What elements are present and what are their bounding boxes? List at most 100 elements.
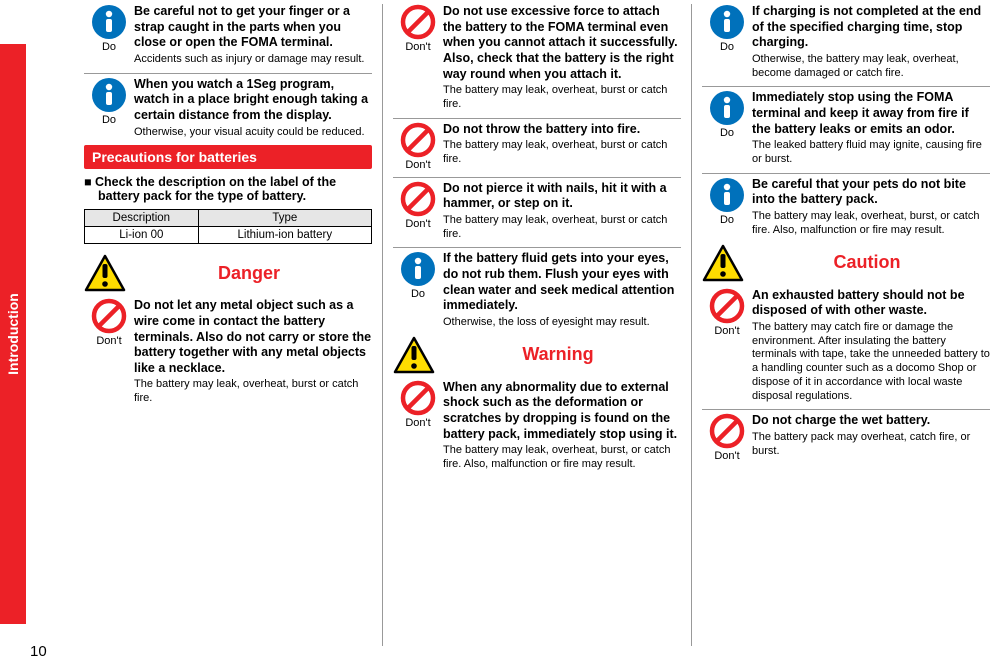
item-description: Otherwise, the battery may leak, overhea… — [752, 53, 990, 81]
item-description: Otherwise, your visual acuity could be r… — [134, 126, 372, 140]
rule — [393, 247, 681, 248]
section-blurb: ■ Check the description on the label of … — [84, 175, 372, 203]
icon-label: Don't — [702, 325, 752, 337]
do-icon: Do — [702, 177, 752, 238]
safety-item: Don'tDo not throw the battery into fire.… — [393, 122, 681, 171]
dont-icon: Don't — [84, 298, 134, 406]
item-heading: Do not let any metal object such as a wi… — [134, 298, 372, 376]
warning-triangle-icon — [393, 336, 435, 374]
icon-label: Do — [702, 127, 752, 139]
do-icon: Do — [393, 251, 443, 329]
alert-heading: Caution — [702, 244, 990, 282]
item-body: If charging is not completed at the end … — [752, 4, 990, 80]
item-heading: Do not charge the wet battery. — [752, 413, 990, 429]
item-body: When you watch a 1Seg program, watch in … — [134, 77, 372, 140]
icon-label: Do — [84, 41, 134, 53]
item-body: Be careful that your pets do not bite in… — [752, 177, 990, 238]
item-body: Immediately stop using the FOMA terminal… — [752, 90, 990, 166]
page-number: 10 — [30, 643, 47, 660]
alert-title: Warning — [435, 344, 681, 365]
item-body: Do not throw the battery into fire.The b… — [443, 122, 681, 171]
dont-icon: Don't — [702, 288, 752, 404]
safety-item: DoIf charging is not completed at the en… — [702, 4, 990, 80]
item-heading: When you watch a 1Seg program, watch in … — [134, 77, 372, 124]
do-icon: Do — [702, 90, 752, 166]
item-body: Do not let any metal object such as a wi… — [134, 298, 372, 406]
safety-item: DoBe careful not to get your finger or a… — [84, 4, 372, 67]
rule — [702, 409, 990, 410]
item-description: The battery may leak, overheat, burst or… — [443, 84, 681, 112]
item-heading: Do not use excessive force to attach the… — [443, 4, 681, 82]
icon-label: Don't — [393, 41, 443, 53]
safety-item: Don'tDo not pierce it with nails, hit it… — [393, 181, 681, 242]
item-heading: Immediately stop using the FOMA terminal… — [752, 90, 990, 137]
icon-label: Don't — [393, 417, 443, 429]
column-1: DoBe careful not to get your finger or a… — [74, 4, 382, 646]
item-description: The leaked battery fluid may ignite, cau… — [752, 139, 990, 167]
dont-icon: Don't — [393, 380, 443, 472]
item-description: The battery may leak, overheat, burst or… — [443, 214, 681, 242]
item-body: If the battery fluid gets into your eyes… — [443, 251, 681, 329]
icon-label: Don't — [393, 218, 443, 230]
safety-item: DoIf the battery fluid gets into your ey… — [393, 251, 681, 329]
item-heading: An exhausted battery should not be dispo… — [752, 288, 990, 319]
table-cell: Li-ion 00 — [85, 227, 199, 244]
safety-item: Don'tAn exhausted battery should not be … — [702, 288, 990, 404]
item-heading: Be careful not to get your finger or a s… — [134, 4, 372, 51]
icon-label: Do — [702, 214, 752, 226]
item-body: Do not use excessive force to attach the… — [443, 4, 681, 112]
item-heading: If the battery fluid gets into your eyes… — [443, 251, 681, 314]
icon-label: Don't — [393, 159, 443, 171]
alert-title: Caution — [744, 252, 990, 273]
warning-triangle-icon — [702, 244, 744, 282]
item-body: When any abnormality due to external sho… — [443, 380, 681, 472]
item-body: Do not pierce it with nails, hit it with… — [443, 181, 681, 242]
dont-icon: Don't — [393, 181, 443, 242]
do-icon: Do — [84, 4, 134, 67]
item-description: The battery pack may overheat, catch fir… — [752, 431, 990, 459]
icon-label: Don't — [84, 335, 134, 347]
item-body: An exhausted battery should not be dispo… — [752, 288, 990, 404]
item-heading: When any abnormality due to external sho… — [443, 380, 681, 443]
dont-icon: Don't — [393, 122, 443, 171]
alert-title: Danger — [126, 263, 372, 284]
item-heading: Do not throw the battery into fire. — [443, 122, 681, 138]
alert-heading: Danger — [84, 254, 372, 292]
item-description: Accidents such as injury or damage may r… — [134, 53, 372, 67]
icon-label: Do — [84, 114, 134, 126]
rule — [702, 173, 990, 174]
safety-item: DoWhen you watch a 1Seg program, watch i… — [84, 77, 372, 140]
dont-icon: Don't — [393, 4, 443, 112]
section-heading: Precautions for batteries — [84, 145, 372, 169]
table-header: Type — [198, 210, 371, 227]
icon-label: Do — [393, 288, 443, 300]
safety-item: Don'tDo not charge the wet battery. The b… — [702, 413, 990, 462]
side-tab-label: Introduction — [5, 293, 21, 375]
safety-item: Don'tWhen any abnormality due to externa… — [393, 380, 681, 472]
side-tab: Introduction — [0, 44, 26, 624]
do-icon: Do — [84, 77, 134, 140]
rule — [393, 177, 681, 178]
battery-table: DescriptionTypeLi-ion 00Lithium-ion batt… — [84, 209, 372, 244]
column-2: Don'tDo not use excessive force to attac… — [382, 4, 691, 646]
rule — [702, 86, 990, 87]
dont-icon: Don't — [702, 413, 752, 462]
item-heading: Do not pierce it with nails, hit it with… — [443, 181, 681, 212]
item-heading: If charging is not completed at the end … — [752, 4, 990, 51]
table-header: Description — [85, 210, 199, 227]
item-description: Otherwise, the loss of eyesight may resu… — [443, 316, 681, 330]
safety-item: Don'tDo not let any metal object such as… — [84, 298, 372, 406]
item-description: The battery may leak, overheat, burst, o… — [443, 444, 681, 472]
rule — [393, 118, 681, 119]
do-icon: Do — [702, 4, 752, 80]
column-3: DoIf charging is not completed at the en… — [691, 4, 1000, 646]
item-body: Be careful not to get your finger or a s… — [134, 4, 372, 67]
table-cell: Lithium-ion battery — [198, 227, 371, 244]
icon-label: Do — [702, 41, 752, 53]
item-description: The battery may leak, overheat, burst, o… — [752, 210, 990, 238]
item-description: The battery may leak, overheat, burst or… — [134, 378, 372, 406]
item-heading: Be careful that your pets do not bite in… — [752, 177, 990, 208]
content-columns: DoBe careful not to get your finger or a… — [74, 4, 1000, 646]
item-description: The battery may catch fire or damage the… — [752, 321, 990, 404]
safety-item: Don'tDo not use excessive force to attac… — [393, 4, 681, 112]
